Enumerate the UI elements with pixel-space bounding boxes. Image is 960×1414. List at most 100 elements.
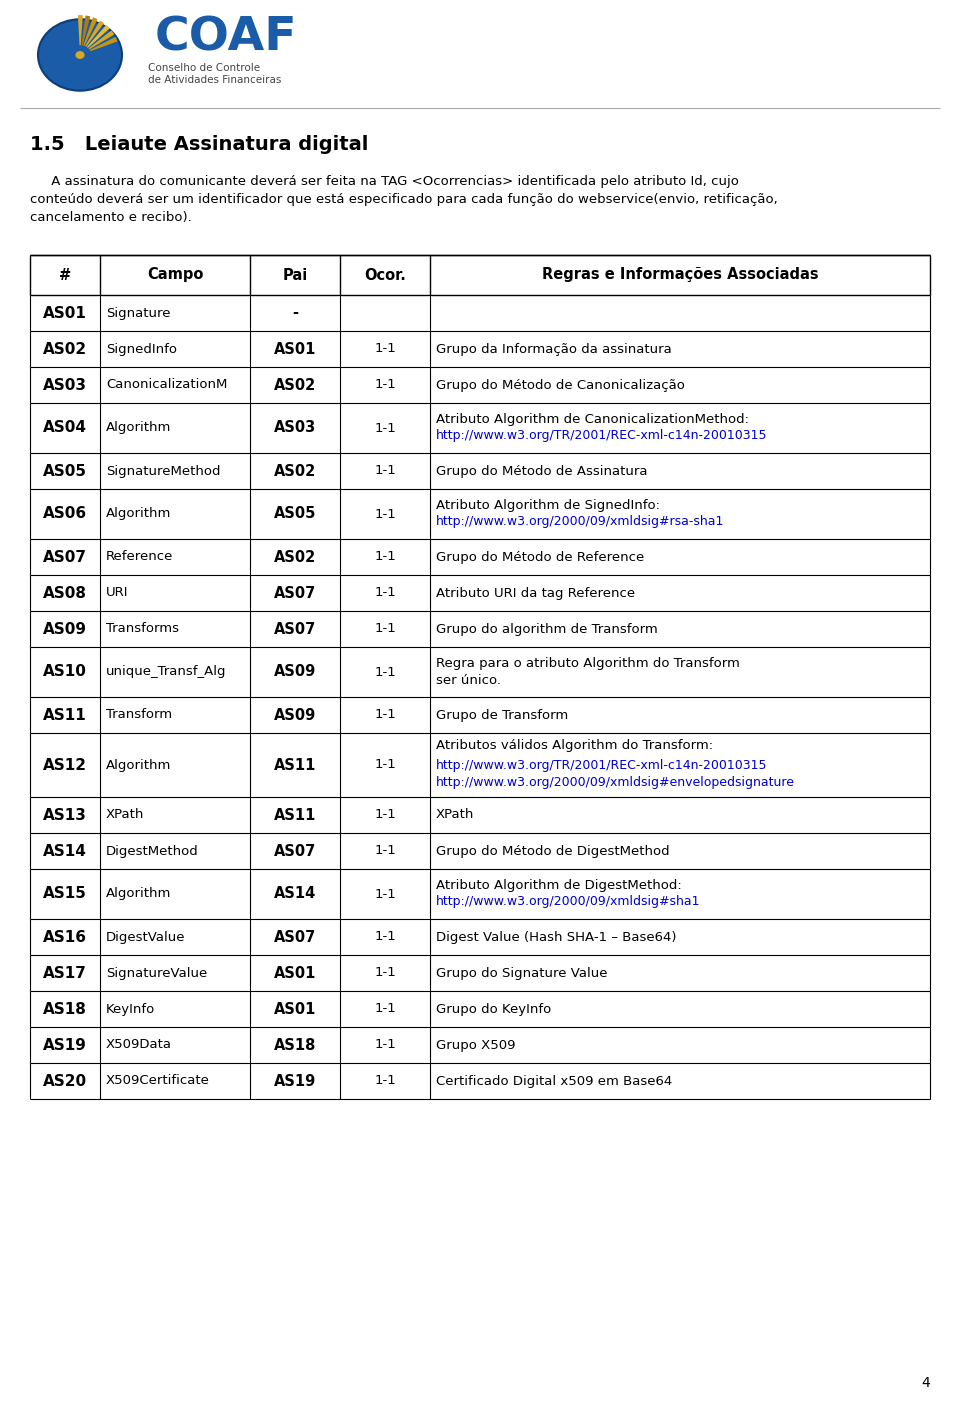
Text: Grupo do Método de DigestMethod: Grupo do Método de DigestMethod — [436, 844, 670, 857]
Text: 1-1: 1-1 — [374, 844, 396, 857]
Text: Signature: Signature — [106, 307, 171, 320]
Text: 1-1: 1-1 — [374, 550, 396, 564]
Text: conteúdo deverá ser um identificador que está especificado para cada função do w: conteúdo deverá ser um identificador que… — [30, 192, 778, 206]
Text: Transforms: Transforms — [106, 622, 179, 635]
Text: 4: 4 — [922, 1376, 930, 1390]
Text: Grupo da Informação da assinatura: Grupo da Informação da assinatura — [436, 342, 672, 355]
Text: 1-1: 1-1 — [374, 708, 396, 721]
Text: AS02: AS02 — [274, 550, 316, 564]
Text: Grupo de Transform: Grupo de Transform — [436, 708, 568, 721]
Text: 1-1: 1-1 — [374, 465, 396, 478]
Text: AS11: AS11 — [274, 807, 316, 823]
Text: Grupo do KeyInfo: Grupo do KeyInfo — [436, 1003, 551, 1015]
Text: AS07: AS07 — [274, 844, 316, 858]
Text: AS07: AS07 — [274, 929, 316, 945]
Text: AS05: AS05 — [274, 506, 316, 522]
Text: http://www.w3.org/TR/2001/REC-xml-c14n-20010315: http://www.w3.org/TR/2001/REC-xml-c14n-2… — [436, 430, 767, 443]
Text: AS08: AS08 — [43, 585, 87, 601]
Text: AS14: AS14 — [274, 887, 316, 902]
Text: X509Certificate: X509Certificate — [106, 1075, 210, 1087]
Text: URI: URI — [106, 587, 129, 600]
Bar — [30, 331, 930, 368]
Ellipse shape — [76, 51, 84, 59]
Text: Algorithm: Algorithm — [106, 888, 172, 901]
Text: DigestMethod: DigestMethod — [106, 844, 199, 857]
Text: unique_Transf_Alg: unique_Transf_Alg — [106, 666, 227, 679]
Text: AS19: AS19 — [274, 1073, 316, 1089]
Text: 1-1: 1-1 — [374, 587, 396, 600]
Text: 1-1: 1-1 — [374, 622, 396, 635]
Text: Atributo URI da tag Reference: Atributo URI da tag Reference — [436, 587, 636, 600]
Text: 1-1: 1-1 — [374, 666, 396, 679]
Text: 1-1: 1-1 — [374, 758, 396, 772]
Text: 1-1: 1-1 — [374, 1038, 396, 1052]
Text: AS04: AS04 — [43, 420, 87, 436]
Text: 1-1: 1-1 — [374, 1003, 396, 1015]
Text: AS01: AS01 — [274, 966, 316, 980]
Text: AS12: AS12 — [43, 758, 87, 772]
Text: AS02: AS02 — [274, 464, 316, 478]
Text: cancelamento e recibo).: cancelamento e recibo). — [30, 211, 192, 223]
Text: Certificado Digital x509 em Base64: Certificado Digital x509 em Base64 — [436, 1075, 672, 1087]
Text: Grupo X509: Grupo X509 — [436, 1038, 516, 1052]
Text: 1-1: 1-1 — [374, 421, 396, 434]
Text: Regra para o atributo Algorithm do Transform: Regra para o atributo Algorithm do Trans… — [436, 658, 740, 670]
Text: AS06: AS06 — [43, 506, 87, 522]
Text: Grupo do Signature Value: Grupo do Signature Value — [436, 967, 608, 980]
Text: XPath: XPath — [436, 809, 474, 822]
Bar — [30, 611, 930, 648]
Text: AS01: AS01 — [43, 305, 87, 321]
Text: Campo: Campo — [147, 267, 204, 283]
Bar — [30, 575, 930, 611]
Wedge shape — [80, 16, 90, 55]
Text: CanonicalizationM: CanonicalizationM — [106, 379, 228, 392]
Bar — [30, 833, 930, 870]
Text: Atributo Algorithm de SignedInfo:: Atributo Algorithm de SignedInfo: — [436, 499, 660, 512]
Bar — [30, 489, 930, 539]
Text: SignatureMethod: SignatureMethod — [106, 465, 221, 478]
Text: SignatureValue: SignatureValue — [106, 967, 207, 980]
Text: Regras e Informações Associadas: Regras e Informações Associadas — [541, 267, 818, 283]
Bar — [30, 991, 930, 1027]
Text: 1-1: 1-1 — [374, 342, 396, 355]
Bar — [30, 797, 930, 833]
Text: 1-1: 1-1 — [374, 508, 396, 520]
Text: AS13: AS13 — [43, 807, 87, 823]
Text: AS09: AS09 — [274, 665, 316, 680]
Text: Ocor.: Ocor. — [364, 267, 406, 283]
Text: AS18: AS18 — [43, 1001, 87, 1017]
Bar — [30, 648, 930, 697]
Text: XPath: XPath — [106, 809, 144, 822]
Text: 1.5   Leiaute Assinatura digital: 1.5 Leiaute Assinatura digital — [30, 134, 369, 154]
Text: Grupo do Método de Assinatura: Grupo do Método de Assinatura — [436, 465, 647, 478]
Text: Atributo Algorithm de CanonicalizationMethod:: Atributo Algorithm de CanonicalizationMe… — [436, 413, 749, 426]
Bar — [30, 403, 930, 452]
Text: Atributo Algorithm de DigestMethod:: Atributo Algorithm de DigestMethod: — [436, 878, 682, 891]
Text: AS11: AS11 — [274, 758, 316, 772]
Text: ser único.: ser único. — [436, 673, 501, 687]
Text: AS03: AS03 — [274, 420, 316, 436]
Wedge shape — [80, 25, 109, 55]
Ellipse shape — [68, 45, 91, 65]
Text: AS07: AS07 — [43, 550, 87, 564]
Bar — [30, 255, 930, 296]
Bar — [30, 452, 930, 489]
Text: 1-1: 1-1 — [374, 809, 396, 822]
Text: AS18: AS18 — [274, 1038, 316, 1052]
Wedge shape — [80, 17, 98, 55]
Text: AS07: AS07 — [274, 585, 316, 601]
Text: Algorithm: Algorithm — [106, 758, 172, 772]
Text: AS09: AS09 — [274, 707, 316, 723]
Bar — [30, 732, 930, 797]
Wedge shape — [80, 37, 117, 55]
Text: AS14: AS14 — [43, 844, 87, 858]
Text: AS07: AS07 — [274, 622, 316, 636]
Text: AS15: AS15 — [43, 887, 87, 902]
Text: 1-1: 1-1 — [374, 930, 396, 943]
Text: #: # — [59, 267, 71, 283]
Text: X509Data: X509Data — [106, 1038, 172, 1052]
Text: Algorithm: Algorithm — [106, 508, 172, 520]
Text: SignedInfo: SignedInfo — [106, 342, 177, 355]
Text: de Atividades Financeiras: de Atividades Financeiras — [148, 75, 281, 85]
Text: AS02: AS02 — [43, 342, 87, 356]
